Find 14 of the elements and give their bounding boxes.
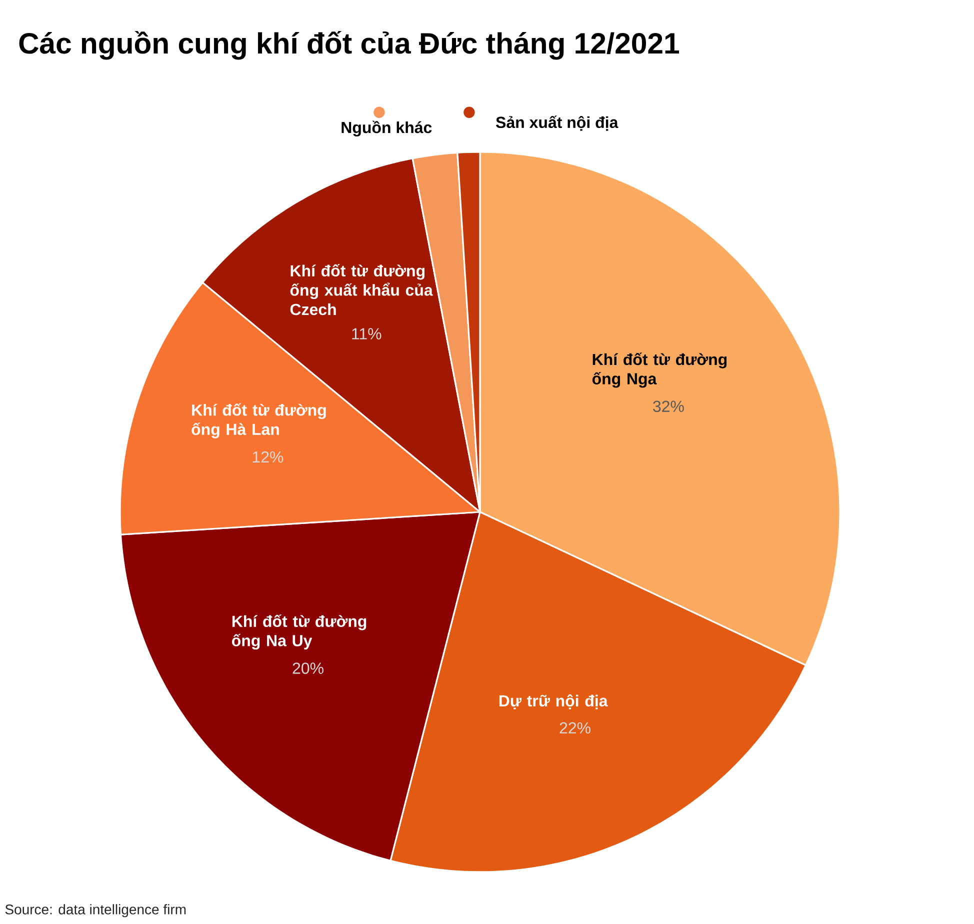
slice-label: Dự trữ nội địa bbox=[499, 694, 608, 710]
slice-label: Khí đốt từ đường ống xuất khẩu của Czech bbox=[290, 264, 433, 316]
legend-label: Sản xuất nội địa bbox=[496, 116, 618, 131]
slice-label: Khí đốt từ đường ống Hà Lan bbox=[192, 403, 326, 438]
chart-title: Các nguồn cung khí đốt của Đức tháng 12/2021 bbox=[19, 30, 680, 60]
slice-label: Nguồn khác bbox=[342, 120, 432, 136]
source-note: Source: data intelligence firm bbox=[5, 904, 186, 918]
data-label: 11% bbox=[352, 328, 382, 340]
slice-label: Khí đốt từ đường ống Na Uy bbox=[232, 614, 366, 650]
data-label: 12% bbox=[252, 451, 284, 463]
data-label: 20% bbox=[292, 662, 324, 674]
data-label: 22% bbox=[560, 722, 590, 734]
data-label: 32% bbox=[653, 400, 684, 412]
slice-label: Khí đốt từ đường ống Nga bbox=[592, 352, 727, 388]
